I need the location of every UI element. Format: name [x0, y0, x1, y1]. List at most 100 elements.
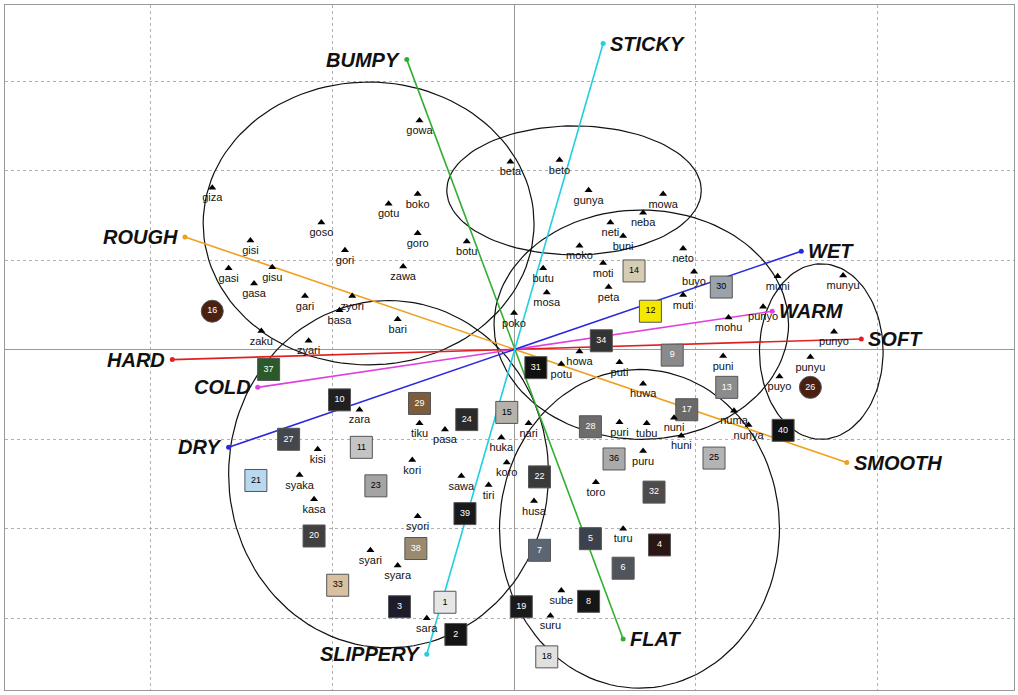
svg-text:gisu: gisu [262, 271, 282, 283]
svg-text:zyari: zyari [297, 344, 320, 356]
svg-text:24: 24 [462, 414, 472, 424]
svg-text:botu: botu [456, 245, 477, 257]
svg-text:SOFT: SOFT [868, 328, 923, 350]
svg-text:punyo: punyo [748, 310, 778, 322]
svg-text:40: 40 [778, 425, 788, 435]
svg-text:COLD: COLD [194, 376, 251, 398]
svg-text:1: 1 [442, 597, 447, 607]
svg-text:giza: giza [202, 191, 223, 203]
svg-text:WARM: WARM [779, 300, 844, 322]
svg-text:19: 19 [516, 601, 526, 611]
svg-text:32: 32 [649, 486, 659, 496]
svg-text:butu: butu [532, 272, 553, 284]
svg-text:muni: muni [766, 280, 790, 292]
svg-text:20: 20 [309, 530, 319, 540]
svg-text:25: 25 [709, 452, 719, 462]
svg-text:basa: basa [328, 314, 353, 326]
svg-text:38: 38 [411, 543, 421, 553]
svg-text:DRY: DRY [178, 436, 222, 458]
svg-text:peta: peta [598, 291, 620, 303]
svg-text:31: 31 [531, 362, 541, 372]
svg-text:nari: nari [519, 427, 537, 439]
svg-text:13: 13 [722, 382, 732, 392]
svg-text:kisi: kisi [310, 453, 326, 465]
svg-text:BUMPY: BUMPY [326, 49, 400, 71]
svg-text:SMOOTH: SMOOTH [854, 452, 942, 474]
svg-text:tiku: tiku [411, 427, 428, 439]
svg-text:gasa: gasa [242, 287, 267, 299]
svg-text:numa: numa [720, 414, 748, 426]
svg-text:huwa: huwa [630, 387, 657, 399]
svg-text:16: 16 [207, 305, 217, 315]
svg-text:mosa: mosa [533, 296, 561, 308]
svg-text:22: 22 [534, 471, 544, 481]
svg-text:tubu: tubu [636, 427, 657, 439]
svg-text:STICKY: STICKY [610, 33, 685, 55]
svg-text:8: 8 [586, 596, 591, 606]
svg-text:puni: puni [713, 360, 734, 372]
svg-text:syaka: syaka [285, 479, 315, 491]
svg-text:poko: poko [502, 317, 526, 329]
svg-text:gotu: gotu [378, 207, 399, 219]
svg-text:10: 10 [335, 394, 345, 404]
svg-text:26: 26 [805, 382, 815, 392]
svg-text:syara: syara [384, 569, 412, 581]
svg-text:boko: boko [406, 198, 430, 210]
svg-text:30: 30 [716, 281, 726, 291]
svg-text:zyori: zyori [341, 300, 364, 312]
svg-text:7: 7 [537, 545, 542, 555]
svg-text:14: 14 [629, 265, 639, 275]
svg-text:5: 5 [588, 533, 593, 543]
svg-text:huni: huni [671, 439, 692, 451]
svg-text:2: 2 [453, 629, 458, 639]
svg-text:15: 15 [502, 407, 512, 417]
svg-text:gisi: gisi [242, 244, 259, 256]
svg-text:sara: sara [416, 622, 438, 634]
svg-text:11: 11 [357, 442, 366, 452]
svg-text:nuni: nuni [664, 421, 685, 433]
svg-text:munyu: munyu [827, 279, 860, 291]
svg-text:3: 3 [397, 601, 402, 611]
svg-text:potu: potu [551, 368, 572, 380]
svg-text:kasa: kasa [302, 503, 326, 515]
svg-text:4: 4 [657, 539, 662, 549]
svg-text:sube: sube [549, 594, 573, 606]
svg-text:ROUGH: ROUGH [103, 226, 178, 248]
svg-text:moti: moti [593, 267, 614, 279]
svg-text:mohu: mohu [715, 321, 743, 333]
svg-text:6: 6 [621, 562, 626, 572]
svg-text:neti: neti [602, 226, 620, 238]
svg-text:huka: huka [489, 441, 514, 453]
svg-text:puru: puru [632, 455, 654, 467]
svg-text:18: 18 [542, 651, 552, 661]
svg-text:gasi: gasi [219, 272, 239, 284]
svg-text:gowa: gowa [406, 124, 433, 136]
svg-text:21: 21 [251, 475, 261, 485]
svg-text:goro: goro [407, 237, 429, 249]
svg-text:muti: muti [673, 299, 694, 311]
svg-text:12: 12 [645, 305, 655, 315]
svg-text:bari: bari [389, 323, 407, 335]
svg-text:tiri: tiri [483, 489, 495, 501]
svg-text:28: 28 [585, 421, 595, 431]
svg-text:gori: gori [336, 254, 354, 266]
svg-text:HARD: HARD [107, 349, 165, 371]
svg-text:gari: gari [296, 300, 314, 312]
svg-text:beta: beta [500, 165, 522, 177]
svg-text:23: 23 [371, 480, 381, 490]
svg-text:punyo: punyo [819, 335, 849, 347]
svg-text:SLIPPERY: SLIPPERY [320, 643, 420, 665]
svg-text:29: 29 [415, 398, 425, 408]
svg-text:39: 39 [460, 508, 470, 518]
svg-text:zaku: zaku [250, 335, 273, 347]
svg-text:WET: WET [808, 240, 854, 262]
svg-text:husa: husa [522, 505, 547, 517]
svg-text:buni: buni [613, 240, 634, 252]
svg-text:beto: beto [549, 164, 570, 176]
svg-text:sawa: sawa [448, 480, 475, 492]
svg-text:nunya: nunya [734, 429, 765, 441]
svg-text:mowa: mowa [648, 198, 678, 210]
svg-text:punyu: punyu [795, 361, 825, 373]
svg-text:puyo: puyo [768, 380, 792, 392]
svg-text:syori: syori [406, 520, 429, 532]
